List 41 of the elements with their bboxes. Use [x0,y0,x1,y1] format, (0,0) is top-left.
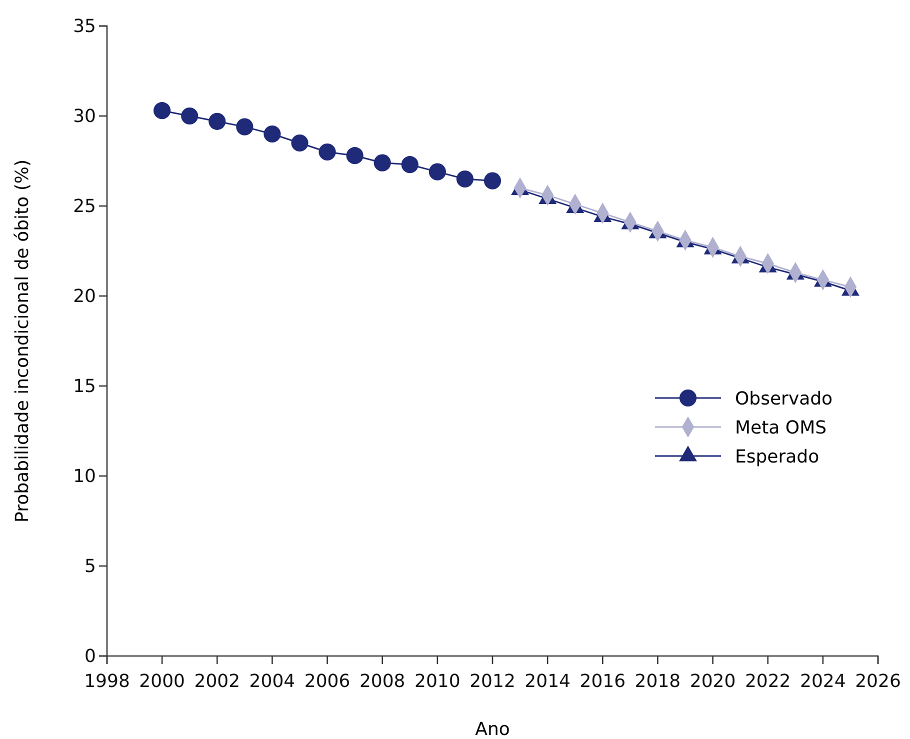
x-tick-label: 2010 [414,670,460,692]
y-tick-label: 0 [84,646,96,667]
x-tick-label: 2012 [470,670,516,692]
y-tick-label: 35 [73,16,96,37]
point [346,147,364,164]
x-tick-label: 2020 [690,670,736,692]
point [264,125,281,143]
x-tick-label: 1998 [84,670,130,692]
point [181,107,198,125]
y-tick-label: 30 [73,106,96,127]
x-tick-label: 2014 [524,670,570,692]
point [291,134,308,152]
x-tick-label: 2002 [194,670,240,692]
x-tick-label: 2004 [249,670,296,692]
point [401,156,418,174]
point [154,102,171,120]
y-tick-label: 15 [73,376,96,397]
y-tick-label: 5 [84,556,96,577]
legend-label: Meta OMS [735,417,827,438]
x-axis-title: Ano [475,719,510,739]
x-tick-label: 2026 [855,670,901,692]
x-tick-label: 2024 [800,670,846,692]
point [318,143,336,161]
point [374,154,391,172]
point [456,170,474,188]
point [236,118,254,136]
x-tick-label: 2022 [744,670,791,692]
point [208,112,226,130]
point [428,163,446,180]
legend-label: Esperado [735,446,820,468]
x-tick-label: 2018 [634,670,681,692]
y-tick-label: 10 [73,466,96,487]
y-tick-label: 20 [73,286,96,307]
point [484,172,502,190]
x-tick-label: 2008 [359,670,406,692]
x-tick-label: 2016 [580,670,626,692]
y-axis-title: Probabilidade incondicional de óbito (%) [12,160,33,522]
legend-label: Observado [735,388,833,410]
x-tick-label: 2006 [304,670,350,692]
y-tick-label: 25 [73,196,96,217]
x-tick-label: 2000 [139,670,185,692]
